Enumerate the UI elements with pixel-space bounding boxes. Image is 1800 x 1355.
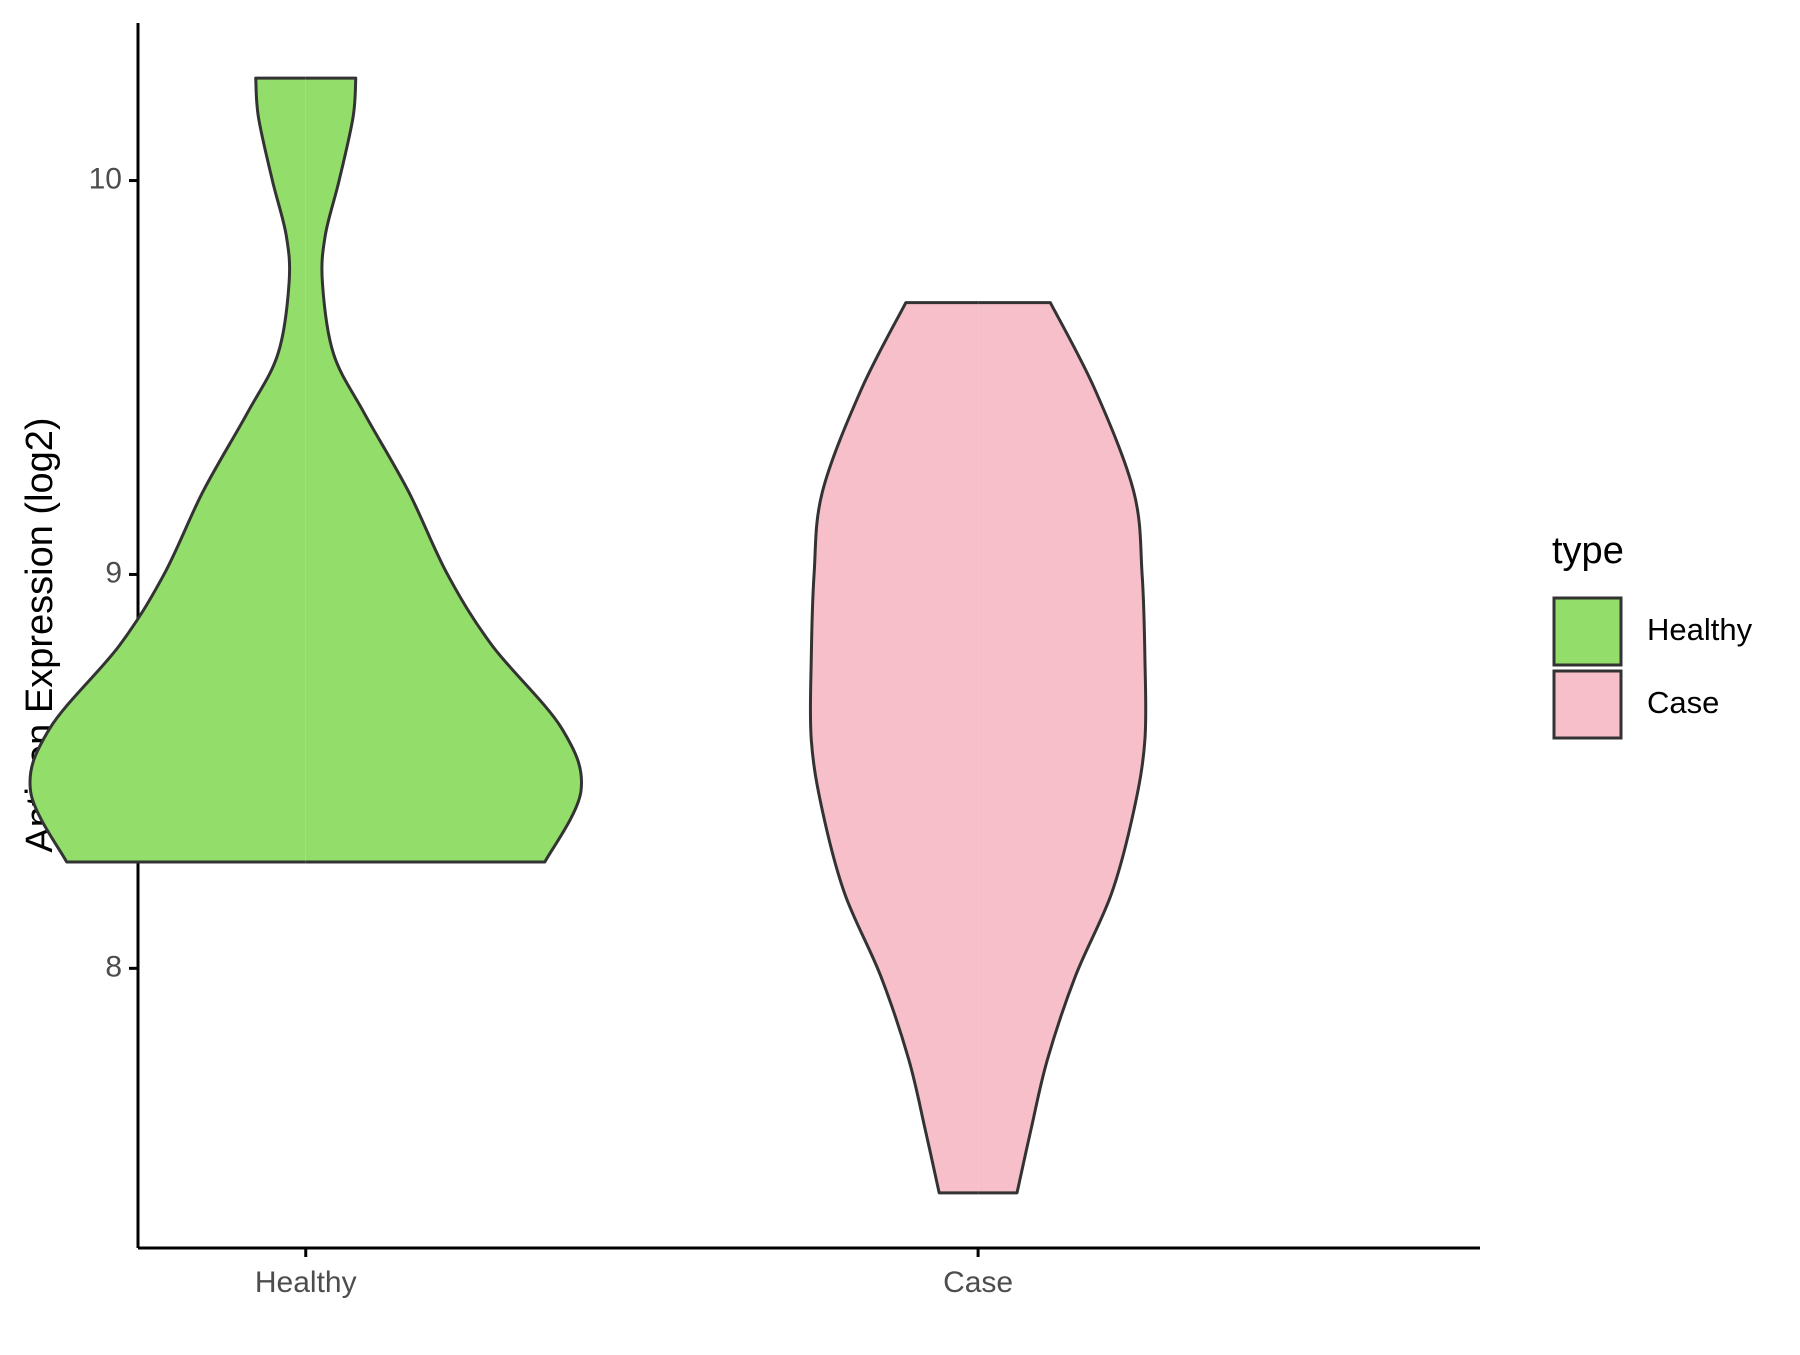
violin-half [28, 76, 306, 864]
violin-half [305, 76, 584, 864]
y-tick-label: 8 [105, 950, 122, 983]
legend-title: type [1552, 530, 1624, 572]
x-tick-label: Healthy [255, 1266, 357, 1299]
violin-half [978, 301, 1148, 1195]
legend-label: Case [1647, 685, 1719, 720]
y-tick-label: 10 [89, 162, 122, 195]
violin-half [808, 301, 979, 1195]
legend-key [1552, 596, 1623, 667]
legend-key [1552, 669, 1623, 740]
legend-label: Healthy [1647, 612, 1753, 647]
y-tick-label: 9 [105, 556, 122, 589]
x-tick-label: Case [943, 1266, 1013, 1299]
